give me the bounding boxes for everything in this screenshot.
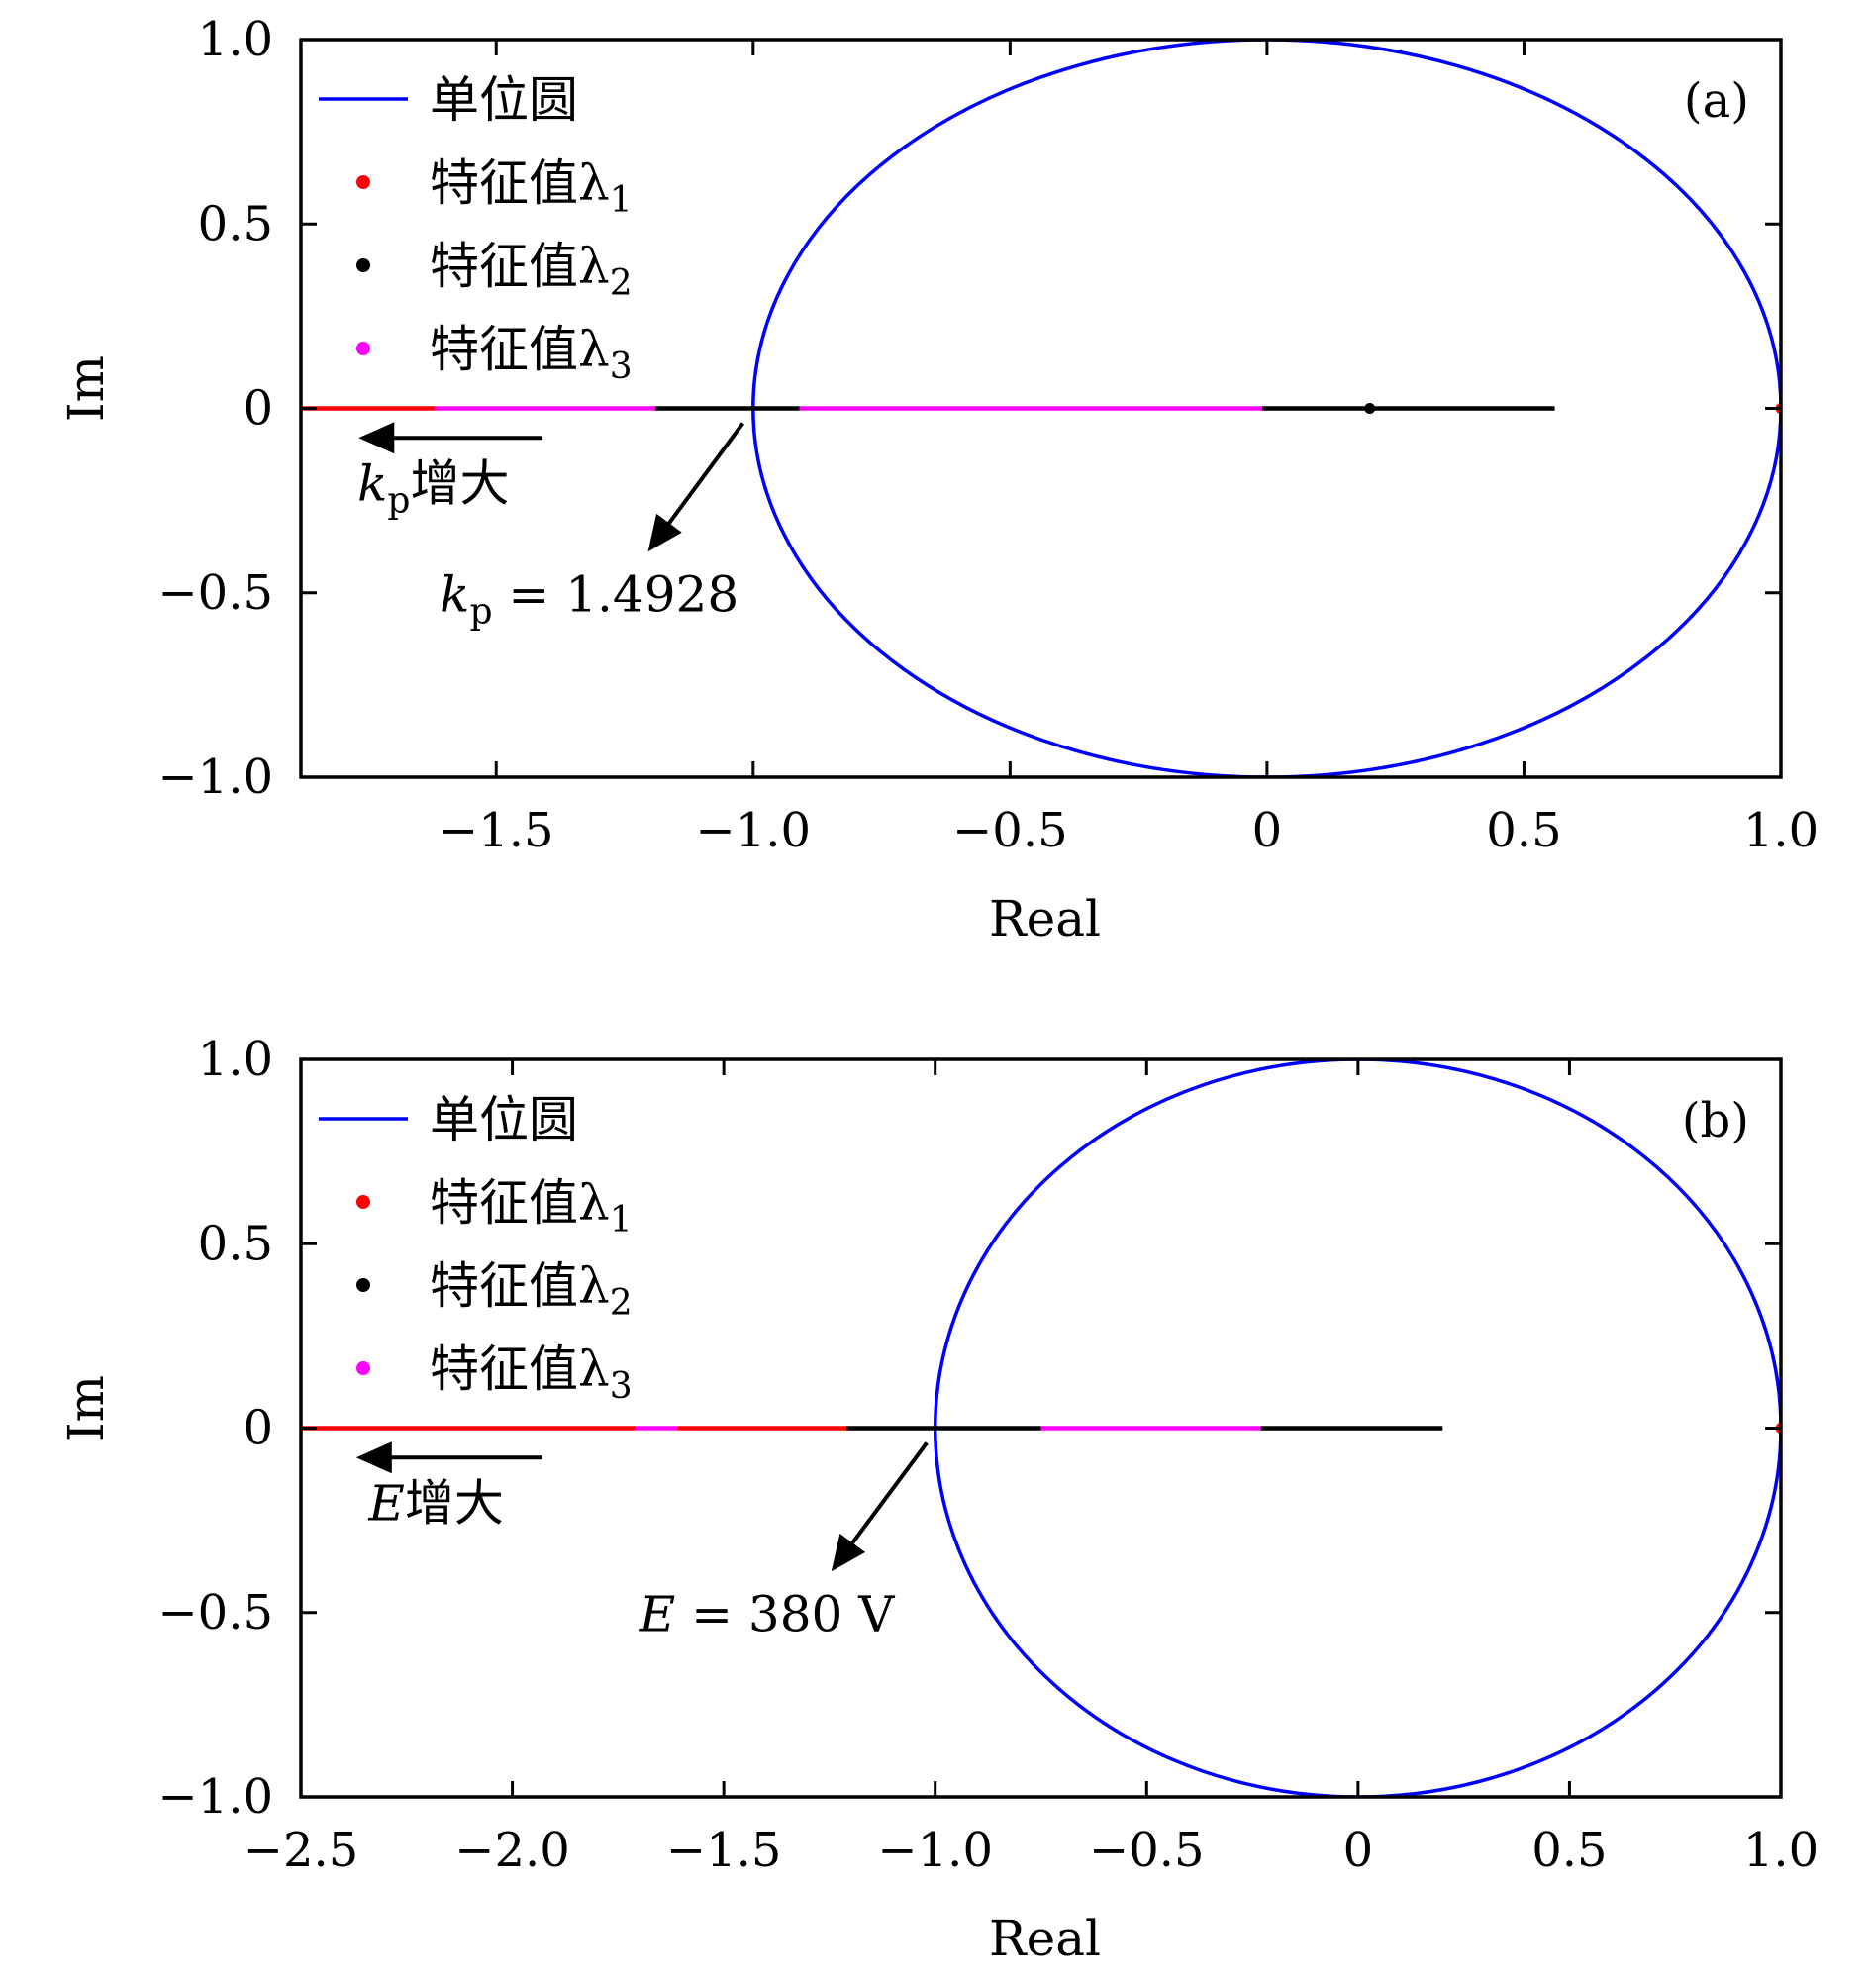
y-tick-label: −0.5 <box>157 1585 273 1640</box>
x-axis-label: Real <box>989 890 1101 947</box>
panel-label: (b) <box>1682 1093 1749 1148</box>
legend-dot-swatch <box>356 1195 370 1209</box>
x-tick-label: −0.5 <box>1089 1823 1205 1878</box>
annotation-arrow <box>831 1441 929 1572</box>
panel-b: −2.5 −2.0 −1.5 −1.0 −0.5 0 0.5 1.0 1.0 0.5 0 −0.5 −1… <box>57 1032 1819 1967</box>
legend-label: 单位圆 <box>430 71 578 129</box>
x-tick-label: 0 <box>1343 1823 1374 1878</box>
plot-area <box>301 1059 1781 1797</box>
y-tick-label: 1.0 <box>198 12 273 67</box>
x-tick-label: −1.5 <box>666 1823 782 1878</box>
x-tick-label: 0 <box>1252 803 1283 858</box>
panel-label: (a) <box>1684 73 1749 129</box>
y-tick-label: −1.0 <box>157 749 273 805</box>
x-tick-label: −1.0 <box>696 803 812 858</box>
y-axis-label: Im <box>57 355 115 422</box>
x-tick-label: 0.5 <box>1531 1823 1607 1878</box>
legend-label: 特征值λ3 <box>430 321 633 387</box>
x-tick-label: 1.0 <box>1743 803 1819 858</box>
x-tick-label: −1.5 <box>439 803 554 858</box>
legend-dot-swatch <box>356 1361 370 1375</box>
panel-a: −1.5 −1.0 −0.5 0 0.5 1.0 1.0 0.5 0 −0.5 −1.0 Real Im… <box>57 12 1819 947</box>
y-tick-label: 0 <box>243 381 273 437</box>
y-axis-label: Im <box>57 1375 115 1441</box>
y-tick-label: 0.5 <box>198 196 273 251</box>
legend-label: 特征值λ2 <box>430 1257 633 1324</box>
annotation-text: E增大 <box>367 1475 504 1533</box>
x-tick-label: −2.0 <box>454 1823 570 1878</box>
annotation-text: E = 380 V <box>639 1585 896 1642</box>
legend-label: 单位圆 <box>430 1091 578 1148</box>
plot-area <box>301 40 1781 777</box>
x-axis-label: Real <box>989 1910 1101 1967</box>
y-tick-label: −0.5 <box>157 565 273 621</box>
legend-label: 特征值λ1 <box>430 154 633 221</box>
x-tick-label: −1.0 <box>877 1823 993 1878</box>
annotation-text: kp = 1.4928 <box>440 565 739 632</box>
x-tick-label: −0.5 <box>952 803 1068 858</box>
legend-label: 特征值λ2 <box>430 238 633 304</box>
legend-dot-swatch <box>356 175 370 189</box>
legend-dot-swatch <box>356 342 370 355</box>
y-tick-label: −1.0 <box>157 1769 273 1825</box>
y-tick-label: 1.0 <box>198 1032 273 1087</box>
y-tick-label: 0 <box>243 1401 273 1456</box>
legend-dot-swatch <box>356 1278 370 1292</box>
legend-label: 特征值λ1 <box>430 1174 633 1241</box>
annotation-arrow <box>647 422 745 552</box>
y-tick-label: 0.5 <box>198 1216 273 1271</box>
annotation-text: kp增大 <box>357 455 509 522</box>
x-tick-label: −2.5 <box>244 1823 359 1878</box>
eigen-point-2-0 <box>1364 403 1376 414</box>
legend-dot-swatch <box>356 258 370 272</box>
legend-label: 特征值λ3 <box>430 1341 633 1407</box>
x-tick-label: 0.5 <box>1486 803 1561 858</box>
x-tick-label: 1.0 <box>1743 1823 1819 1878</box>
